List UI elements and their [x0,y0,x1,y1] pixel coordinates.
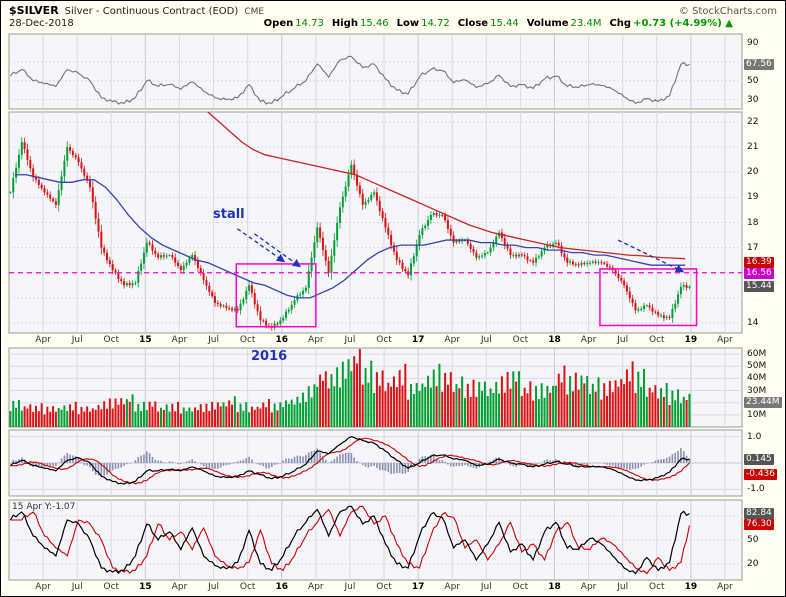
quote-chg: Chg +0.73 (+4.99%) ▲ [609,18,733,29]
y-axis-tick-label: -1.0 [747,484,765,495]
axis-value-box: 67.56 [744,58,774,70]
x-axis-label: Jul [344,335,356,345]
inspector-readout: 15 Apr Y:-1.07 [12,502,76,512]
annotation-stall: stall [213,207,245,222]
x-axis-label: Jul [208,335,219,345]
chart-title: Silver - Continuous Contract (EOD) [64,6,239,17]
x-axis-label: Oct [648,582,665,592]
ticker-symbol: $SILVER [9,4,59,17]
x-axis-label: 16 [275,582,288,592]
x-axis-label: Jul [617,335,629,345]
stockcharts-credit: © StockCharts.com [678,6,777,17]
x-axis-label: Oct [512,582,529,592]
quote-volume: Volume 23.4M [526,18,602,29]
x-axis-label: Oct [239,582,256,592]
y-axis-tick-label: 20 [747,559,759,569]
y-axis-tick-label: 50 [747,75,759,86]
x-axis-label: Oct [376,582,392,592]
y-axis-tick-label: 60M [747,349,767,360]
axis-value-box: 82.84 [744,508,774,520]
x-axis-label: 17 [411,335,425,345]
x-axis-label: 18 [548,582,561,592]
x-axis-label: 19 [684,582,698,592]
y-axis-tick-label: 10M [747,409,767,420]
x-axis-label: Apr [580,335,597,345]
y-axis-tick-label: 30M [747,385,767,396]
x-axis-label: Jul [480,582,492,592]
axis-value-box: 16.39 [744,257,774,269]
x-axis-label: Oct [103,335,120,345]
chart-date: 28-Dec-2018 [9,18,74,29]
quote-open: Open 14.73 [263,18,324,29]
y-axis-tick-label: 22 [747,117,759,128]
axis-value-box: 76.30 [744,519,774,531]
y-axis-tick-label: 17 [747,242,759,253]
axis-value-box: 0.145 [744,453,774,465]
quote-low: Low 14.72 [396,18,450,29]
x-axis-strip-top: Apr Jul Oct 15 Apr Jul Oct 16 Apr Jul Oct 17 Apr Jul O… [1,334,785,347]
y-axis-tick-label: 40M [747,373,767,384]
header-row-1: $SILVER Silver - Continuous Contract (EO… [1,4,785,17]
x-axis-label: Apr [171,335,188,345]
x-axis-label: 19 [684,335,698,345]
y-axis-tick-label: 20 [747,167,759,178]
y-axis-tick-label: 1.0 [747,431,762,442]
x-axis-label: Apr [717,582,733,592]
exchange-label: CME [244,7,265,17]
x-axis-label: Jul [71,582,83,592]
x-axis-label: Oct [512,335,529,345]
axis-value-box: 15.44 [744,281,774,293]
x-axis-label: Oct [648,335,665,345]
x-axis-label: Oct [239,335,256,345]
x-axis-label: 15 [139,335,152,345]
quote-close: Close 15.44 [457,18,519,29]
annotation-year-2016: 2016 [251,349,288,364]
axis-value-box: -0.436 [744,469,778,480]
y-axis-tick-label: 19 [747,192,759,203]
axis-value-box: 16.56 [744,268,774,280]
x-axis-label: 18 [548,335,561,345]
quote-high: High 15.46 [331,18,389,29]
y-axis-tick-label: 21 [747,142,759,153]
y-axis-tick-label: 50 [747,535,759,545]
y-axis-tick-label: 90 [747,38,759,49]
x-axis-label: Apr [171,582,188,592]
x-axis-label: Oct [376,335,392,345]
axis-value-box: 23.44M [744,397,782,409]
x-axis-strip-bottom: Apr Jul Oct 15 Apr Jul Oct 16 Apr Jul Oct 17 Apr Jul O… [1,581,785,594]
x-axis-label: Jul [480,335,492,345]
y-axis-tick-label: 14 [747,317,759,328]
x-axis-label: Jul [617,582,629,592]
x-axis-label: Jul [71,335,83,345]
x-axis-label: Apr [35,335,51,345]
x-axis-label: Apr [580,582,597,592]
y-axis-tick-label: 18 [747,217,759,228]
y-axis-tick-label: 50M [747,361,767,372]
x-axis-label: Apr [444,335,460,345]
x-axis-label: Jul [208,582,219,592]
x-axis-label: 16 [275,335,288,345]
x-axis-label: 15 [139,582,152,592]
x-axis-label: 17 [411,582,425,592]
x-axis-label: Apr [444,582,460,592]
x-axis-label: Apr [35,582,51,592]
x-axis-label: Jul [344,582,356,592]
y-axis-tick-label: 30 [747,94,759,105]
x-axis-label: Apr [308,582,324,592]
ohlc-quote-strip: Open 14.73 High 15.46 Low 14.72 Close 15.44 Volu… [264,18,777,29]
x-axis-label: Apr [308,335,324,345]
x-axis-label: Apr [717,335,733,345]
header-row-2: 28-Dec-2018 Open 14.73 High 15.46 Low 14.72 Cl… [1,18,785,31]
x-axis-label: Oct [103,582,120,592]
